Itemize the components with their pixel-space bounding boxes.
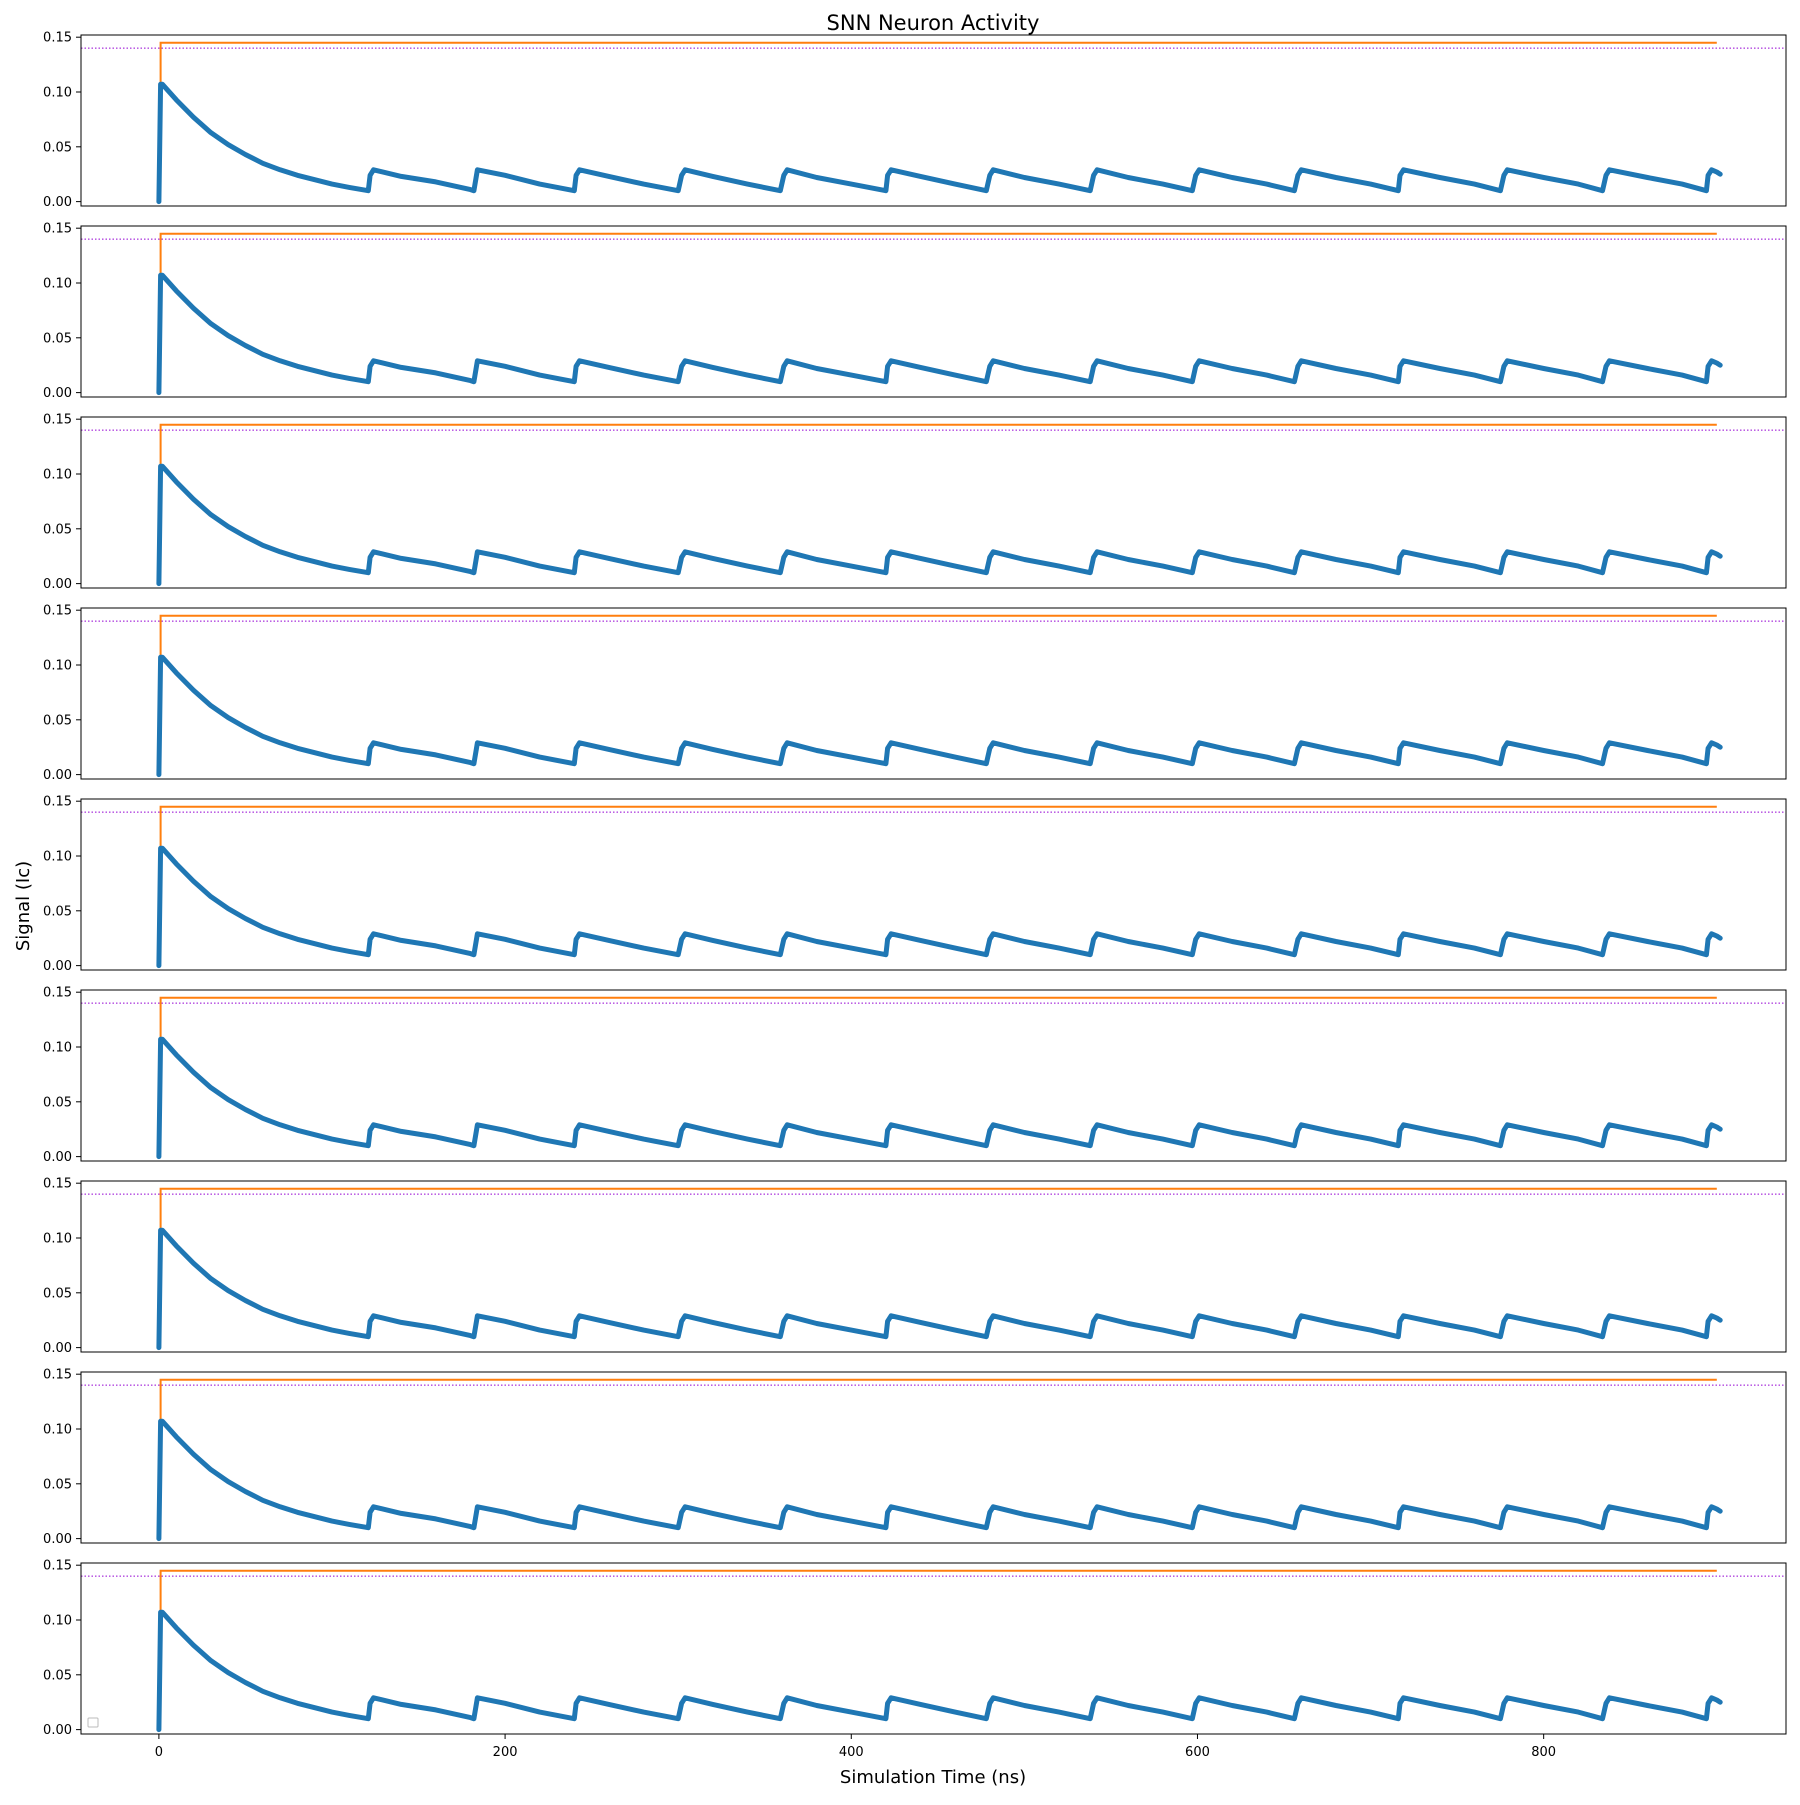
threshold-line xyxy=(158,41,1717,86)
y-tick-label: 0.00 xyxy=(43,577,72,592)
y-tick-label: 0.15 xyxy=(43,604,72,619)
y-tick-label: 0.10 xyxy=(43,659,72,674)
y-tick-label: 0.00 xyxy=(43,768,72,783)
panel-frame xyxy=(80,607,1787,780)
y-tick-label: 0.00 xyxy=(43,1341,72,1356)
panel-8: 0.00 0.05 0.10 0.15 xyxy=(43,1368,1787,1547)
panel-4: 0.00 0.05 0.10 0.15 xyxy=(43,604,1787,783)
y-tick-label: 0.05 xyxy=(43,331,72,346)
y-axis-title: Signal (Ic) xyxy=(13,861,34,951)
y-tick-label: 0.00 xyxy=(43,1532,72,1547)
panel-1: 0.00 0.05 0.10 0.15 xyxy=(43,31,1787,210)
threshold-line xyxy=(158,1378,1717,1423)
panel-frame xyxy=(80,1562,1787,1735)
y-tick-label: 0.00 xyxy=(43,1150,72,1165)
panel-9: 0.00 0.05 0.10 0.15 xyxy=(43,1559,1787,1738)
panel-2: 0.00 0.05 0.10 0.15 xyxy=(43,222,1787,401)
panels-group: 0.00 0.05 0.10 0.15 0.00 0.05 0.10 0.15 0.00 0.05… xyxy=(43,31,1787,1760)
signal-line xyxy=(156,81,1723,205)
threshold-line xyxy=(158,996,1717,1041)
y-tick-label: 0.10 xyxy=(43,1232,72,1247)
y-tick-label: 0.10 xyxy=(43,1423,72,1438)
panel-frame xyxy=(80,1371,1787,1544)
panel-5: 0.00 0.05 0.10 0.15 xyxy=(43,795,1787,974)
legend-box xyxy=(87,1717,99,1728)
panel-6: 0.00 0.05 0.10 0.15 xyxy=(43,986,1787,1165)
y-tick-label: 0.10 xyxy=(43,86,72,101)
signal-line xyxy=(156,463,1723,587)
y-tick-label: 0.15 xyxy=(43,222,72,237)
y-tick-label: 0.15 xyxy=(43,1368,72,1383)
threshold-line xyxy=(158,232,1717,277)
y-tick-label: 0.15 xyxy=(43,795,72,810)
y-tick-label: 0.15 xyxy=(43,986,72,1001)
y-tick-label: 0.10 xyxy=(43,850,72,865)
panel-3: 0.00 0.05 0.10 0.15 xyxy=(43,413,1787,592)
y-tick-label: 0.15 xyxy=(43,31,72,46)
y-tick-label: 0.00 xyxy=(43,959,72,974)
signal-line xyxy=(156,845,1723,969)
signal-line xyxy=(156,1609,1723,1733)
y-tick-label: 0.05 xyxy=(43,140,72,155)
threshold-line xyxy=(158,805,1717,850)
signal-line xyxy=(156,1036,1723,1160)
y-tick-label: 0.05 xyxy=(43,1095,72,1110)
panel-7: 0.00 0.05 0.10 0.15 xyxy=(43,1177,1787,1356)
y-tick-label: 0.15 xyxy=(43,1559,72,1574)
x-tick-label: 400 xyxy=(839,1745,864,1760)
panel-frame xyxy=(80,1180,1787,1353)
panel-frame xyxy=(80,416,1787,589)
y-tick-label: 0.10 xyxy=(43,277,72,292)
signal-line xyxy=(156,272,1723,396)
x-axis-title: Simulation Time (ns) xyxy=(840,1767,1026,1788)
y-tick-label: 0.15 xyxy=(43,413,72,428)
y-tick-label: 0.00 xyxy=(43,1723,72,1738)
y-tick-label: 0.05 xyxy=(43,1477,72,1492)
y-tick-label: 0.05 xyxy=(43,713,72,728)
y-tick-label: 0.05 xyxy=(43,522,72,537)
y-tick-label: 0.10 xyxy=(43,1614,72,1629)
x-tick-label: 800 xyxy=(1531,1745,1556,1760)
y-tick-label: 0.00 xyxy=(43,386,72,401)
signal-line xyxy=(156,1418,1723,1542)
x-tick-label: 600 xyxy=(1185,1745,1210,1760)
y-tick-label: 0.10 xyxy=(43,1041,72,1056)
y-tick-label: 0.15 xyxy=(43,1177,72,1192)
x-tick-label: 0 xyxy=(155,1745,163,1760)
y-tick-label: 0.05 xyxy=(43,1286,72,1301)
threshold-line xyxy=(158,1187,1717,1232)
panel-frame xyxy=(80,34,1787,207)
x-tick-label: 200 xyxy=(493,1745,518,1760)
panel-frame xyxy=(80,798,1787,971)
panel-frame xyxy=(80,989,1787,1162)
panel-frame xyxy=(80,225,1787,398)
y-tick-label: 0.00 xyxy=(43,195,72,210)
threshold-line xyxy=(158,614,1717,659)
chart-title: SNN Neuron Activity xyxy=(827,11,1040,35)
y-tick-label: 0.05 xyxy=(43,904,72,919)
y-tick-label: 0.10 xyxy=(43,468,72,483)
y-tick-label: 0.05 xyxy=(43,1668,72,1683)
signal-line xyxy=(156,654,1723,778)
signal-line xyxy=(156,1227,1723,1351)
threshold-line xyxy=(158,423,1717,468)
threshold-line xyxy=(158,1569,1717,1614)
